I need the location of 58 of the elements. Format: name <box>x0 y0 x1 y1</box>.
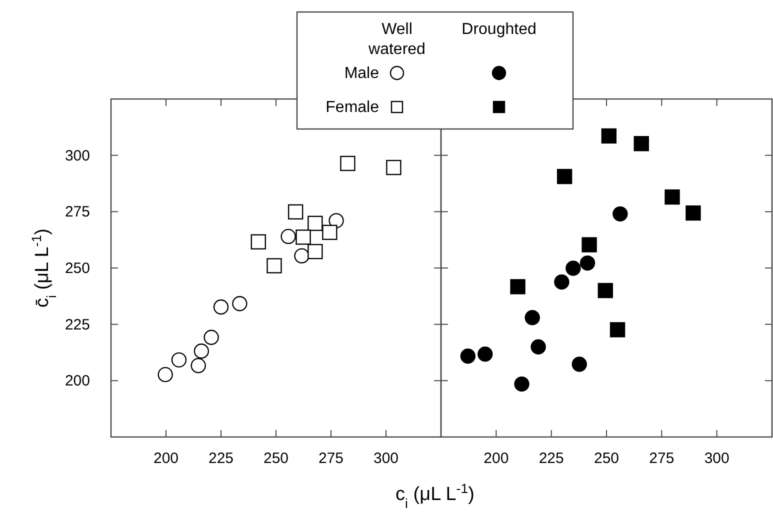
x-axis-title: c$_{i}$ (μL L$^{-1}$) <box>396 480 474 510</box>
point <box>510 279 526 294</box>
x-tick-label: 225 <box>538 450 564 467</box>
y-tick-label: 300 <box>64 147 90 164</box>
x-tick-label: 250 <box>594 450 620 467</box>
point <box>340 156 356 172</box>
x-tick-label: 200 <box>153 450 179 467</box>
x-tick-label: 250 <box>263 450 289 467</box>
point <box>524 310 540 326</box>
point <box>566 260 581 276</box>
y-tick-label: 250 <box>64 260 90 277</box>
point <box>280 228 296 244</box>
legend-label: Male <box>344 65 380 82</box>
point <box>612 206 628 222</box>
y-tick-label: 275 <box>64 204 90 221</box>
x-tick-label: 275 <box>318 450 344 467</box>
point <box>572 356 587 372</box>
point <box>598 282 613 298</box>
point <box>296 230 311 245</box>
point <box>266 258 282 274</box>
x-tick-label: 300 <box>704 450 730 467</box>
point <box>250 234 266 250</box>
point <box>204 330 219 346</box>
legend-title: Droughted <box>462 21 536 38</box>
point <box>601 128 617 144</box>
point <box>213 299 229 315</box>
legend-title: Well watered <box>368 21 426 58</box>
x-tick-label: 200 <box>484 450 509 467</box>
point <box>308 216 323 231</box>
point <box>308 244 323 260</box>
point <box>514 376 530 392</box>
point <box>294 248 310 264</box>
legend-label: Female <box>326 99 380 116</box>
x-tick-label: 225 <box>208 450 234 467</box>
point <box>554 274 570 290</box>
x-tick-label: 300 <box>373 450 399 467</box>
point <box>610 322 626 338</box>
point <box>530 339 546 354</box>
y-tick-label: 225 <box>64 316 90 334</box>
point <box>328 213 344 228</box>
point <box>634 136 649 152</box>
point <box>686 205 701 221</box>
point <box>556 168 572 184</box>
point <box>478 346 493 362</box>
point <box>288 204 304 220</box>
y-tick-label: 200 <box>64 372 90 390</box>
point <box>664 189 680 205</box>
point <box>322 224 338 240</box>
point <box>194 344 210 359</box>
point <box>232 296 248 312</box>
point <box>580 255 596 271</box>
x-tick-label: 275 <box>649 450 674 467</box>
point <box>460 348 476 364</box>
point <box>158 366 173 382</box>
point <box>171 352 187 368</box>
point <box>386 160 402 176</box>
point <box>582 237 597 252</box>
point <box>190 358 206 374</box>
